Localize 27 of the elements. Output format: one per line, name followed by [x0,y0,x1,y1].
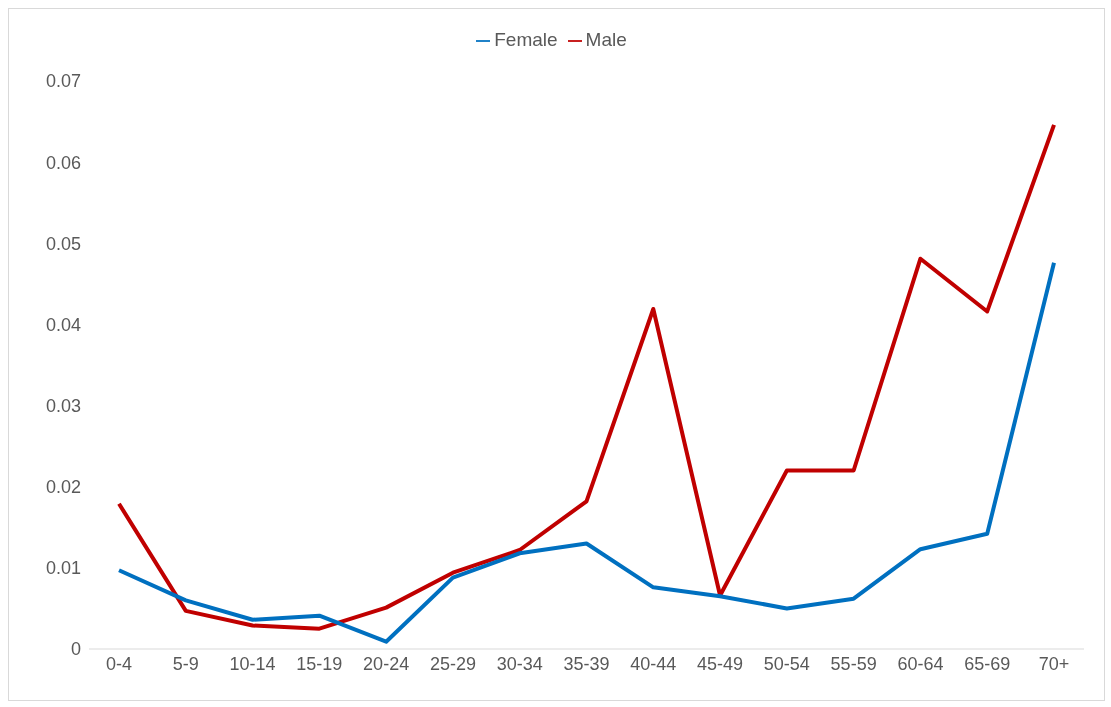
x-tick-label: 40-44 [630,653,677,674]
y-tick-label: 0.03 [45,395,81,416]
y-tick-label: 0.05 [45,233,81,254]
y-tick-label: 0.02 [45,477,81,498]
legend-label: Male [585,29,627,50]
x-tick-label: 60-64 [897,653,944,674]
x-tick-label: 10-14 [229,653,276,674]
x-tick-label: 45-49 [697,653,744,674]
y-tick-label: 0.06 [45,152,81,173]
x-tick-label: 15-19 [296,653,343,674]
y-tick-label: 0.07 [45,71,81,92]
x-tick-label: 35-39 [563,653,610,674]
y-tick-label: 0 [70,639,81,660]
y-tick-label: 0.01 [45,558,81,579]
y-tick-label: 0.04 [45,314,81,335]
x-tick-label: 65-69 [964,653,1011,674]
x-tick-label: 0-4 [105,653,133,674]
x-tick-label: 20-24 [363,653,410,674]
x-tick-label: 50-54 [763,653,810,674]
x-tick-label: 55-59 [830,653,877,674]
line-series [117,260,1056,644]
x-tick-label: 5-9 [172,653,199,674]
x-tick-label: 25-29 [429,653,476,674]
x-tick-label: 70+ [1038,653,1070,674]
x-tick-label: 30-34 [496,653,543,674]
line-series [117,122,1056,631]
legend-label: Female [494,29,558,50]
